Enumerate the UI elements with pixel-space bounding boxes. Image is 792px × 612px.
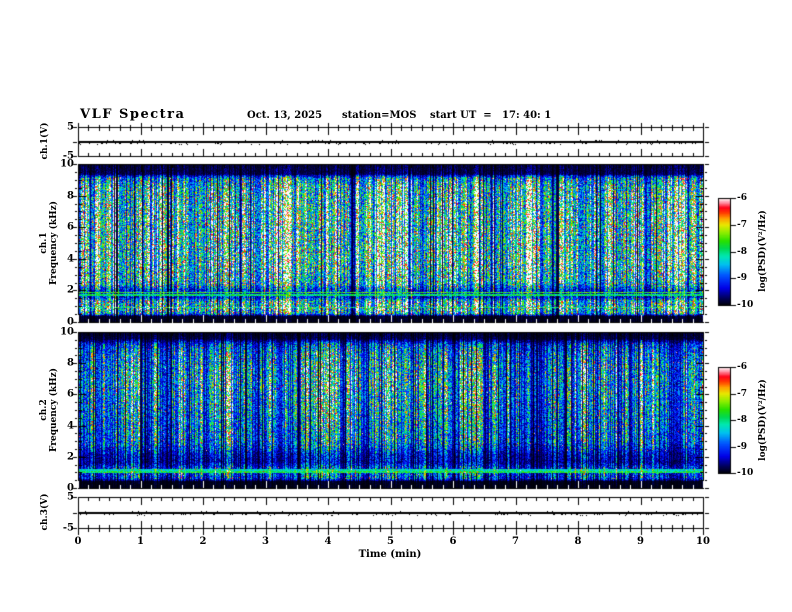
ch2-frequency-axis-label: ch.2 Frequency (kHz)	[39, 368, 59, 452]
ch1-volt-tick-label: -5	[62, 150, 74, 162]
x-tick-label: 0	[74, 536, 82, 547]
colorbar1-tick-label: -9	[737, 273, 747, 284]
ch1-frequency-axis-label: ch.1 Frequency (kHz)	[39, 201, 59, 285]
ch2-freq-tick-label: 2	[67, 451, 74, 463]
colorbar2-tick-label: -6	[737, 362, 747, 372]
colorbar2-tick-label: -8	[737, 415, 747, 425]
ch1-freq-tick-label: 8	[67, 190, 74, 202]
colorbar1-tick-label: -8	[737, 246, 747, 257]
ch1-axis-channel: ch.1	[39, 232, 49, 254]
colorbar1-unit-label: log(PSD)(V²/Hz)	[758, 210, 768, 292]
ch1-freq-tick-label: 6	[67, 221, 74, 233]
x-tick-label: 4	[324, 536, 332, 547]
x-tick-label: 7	[512, 536, 519, 547]
colorbar2-unit-label: log(PSD)(V²/Hz)	[758, 379, 768, 461]
colorbar1-tick-label: -10	[737, 300, 754, 310]
ch1-freq-tick-label: 4	[67, 253, 74, 265]
x-tick-label: 6	[449, 536, 457, 547]
ch1-voltage-axis-label: ch.1(V)	[40, 122, 50, 160]
colorbar1-tick-label: -6	[737, 193, 747, 203]
ch2-freq-tick-label: 6	[67, 388, 74, 400]
station-label: station=MOS	[342, 110, 417, 121]
plot-title: VLF Spectra	[80, 107, 186, 122]
ch2-axis-unit: Frequency (kHz)	[49, 367, 59, 453]
x-tick-label: 9	[637, 536, 644, 547]
ch3-volt-tick-label: -5	[62, 522, 74, 534]
x-tick-label: 2	[199, 536, 207, 547]
ch2-axis-channel: ch.2	[39, 399, 49, 421]
ch3-voltage-axis-label: ch.3(V)	[40, 493, 50, 531]
date-label: Oct. 13, 2025	[247, 110, 323, 121]
x-tick-label: 10	[696, 536, 710, 547]
ch2-freq-tick-label: 4	[67, 420, 74, 432]
start-ut-label: start UT = 17: 40: 1	[430, 110, 552, 121]
ch2-freq-tick-label: 0	[67, 482, 74, 494]
ch1-freq-tick-label: 10	[60, 158, 74, 170]
ch2-freq-tick-label: 10	[60, 326, 74, 338]
x-tick-label: 1	[137, 536, 144, 547]
ch1-volt-tick-label: 5	[67, 121, 74, 133]
x-tick-label: 8	[574, 536, 582, 547]
ch1-freq-tick-label: 2	[67, 284, 74, 296]
colorbar1-tick-label: -7	[737, 219, 747, 230]
ch3-volt-tick-label: 5	[67, 491, 74, 503]
x-tick-label: 5	[387, 536, 394, 547]
ch1-axis-unit: Frequency (kHz)	[49, 200, 59, 286]
colorbar2-tick-label: -10	[737, 468, 754, 478]
ch2-freq-tick-label: 8	[67, 357, 74, 369]
time-axis-label: Time (min)	[358, 549, 422, 560]
x-tick-label: 3	[262, 536, 269, 547]
colorbar2-tick-label: -9	[737, 441, 747, 452]
ch1-freq-tick-label: 0	[67, 316, 74, 328]
colorbar2-tick-label: -7	[737, 388, 747, 399]
